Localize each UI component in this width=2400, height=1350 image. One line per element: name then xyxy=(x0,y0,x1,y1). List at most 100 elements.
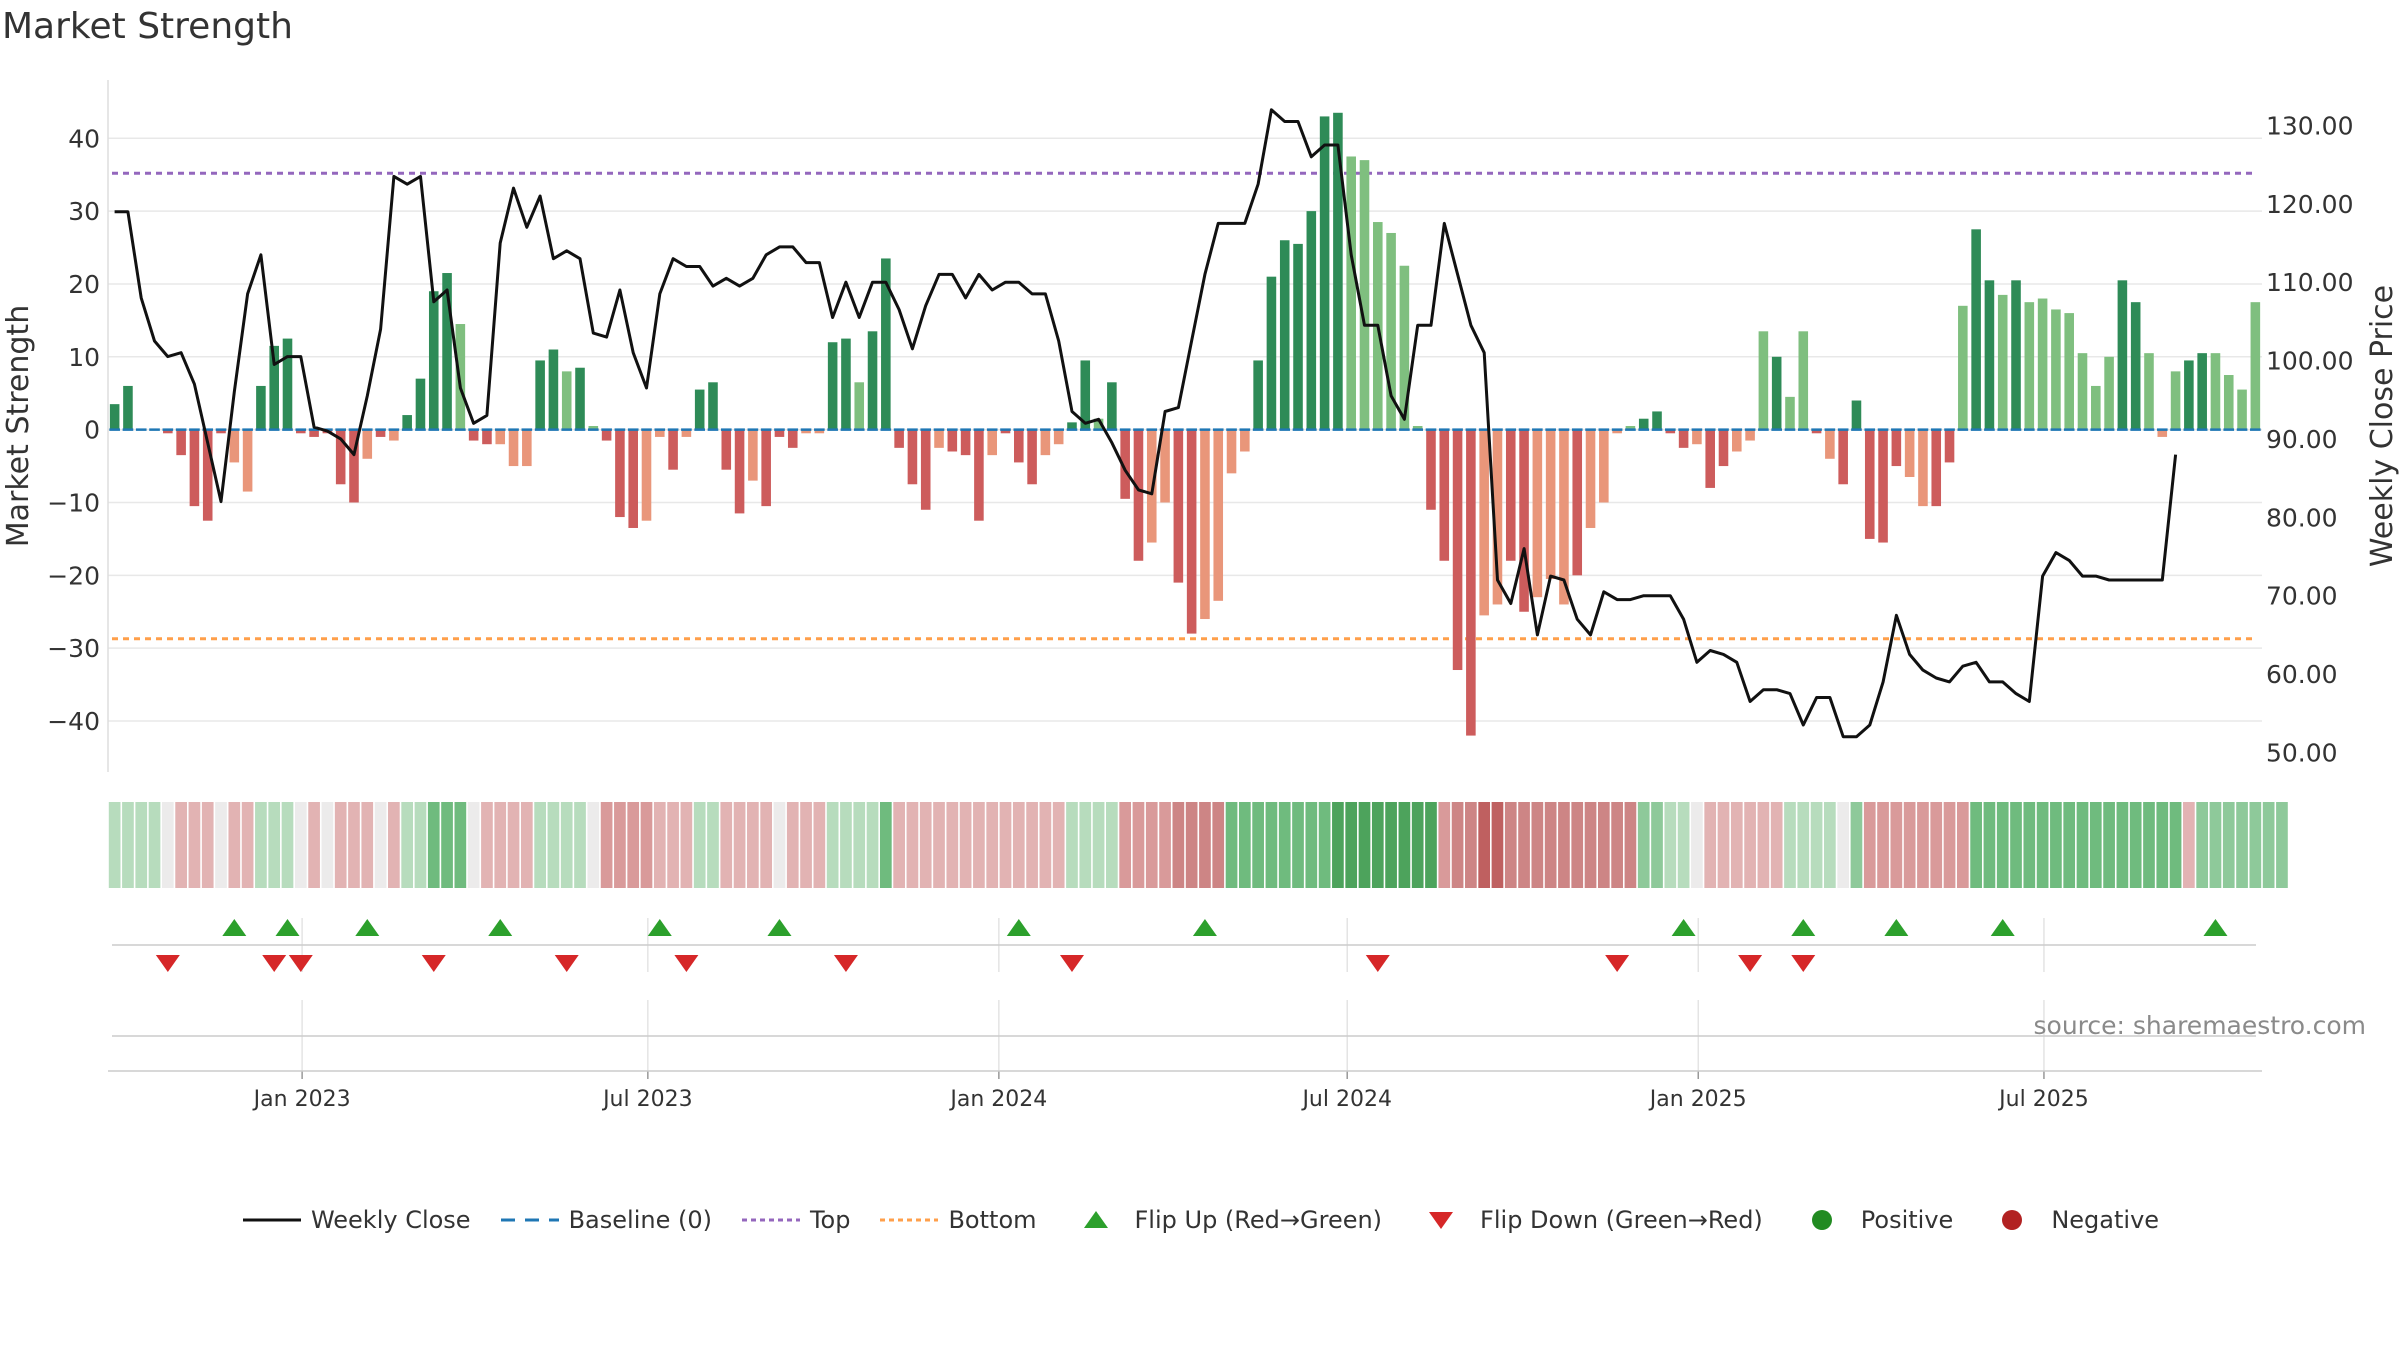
positive-bar xyxy=(1093,418,1104,430)
rating-cell-negative xyxy=(959,802,972,888)
flip-down-marker xyxy=(1738,955,1763,972)
rating-cell-positive xyxy=(2116,802,2129,888)
negative-bar xyxy=(1479,429,1489,616)
negative-bar xyxy=(1505,429,1516,561)
legend-item-top: Top xyxy=(740,1205,850,1235)
positive-bar xyxy=(694,389,705,430)
rating-cell-positive xyxy=(2262,802,2275,888)
positive-bar xyxy=(1958,305,1968,430)
positive-bar xyxy=(2210,353,2221,430)
rating-cell-positive xyxy=(2023,802,2036,888)
rating-cell-negative xyxy=(1504,802,1517,888)
y2-tick-label: 70.00 xyxy=(2266,582,2338,611)
legend-symbol-negative xyxy=(2002,1210,2023,1230)
negative-bar xyxy=(163,429,173,434)
negative-bar xyxy=(907,429,918,485)
negative-bar xyxy=(1173,429,1184,583)
negative-bar xyxy=(787,429,798,448)
positive-bar xyxy=(428,291,439,430)
negative-bar xyxy=(335,429,346,485)
weekly-close-line xyxy=(114,108,2178,739)
y-tick-label: 30 xyxy=(68,197,100,226)
rating-cell-positive xyxy=(2010,802,2022,888)
negative-bar xyxy=(508,429,519,467)
rating-cell-negative xyxy=(334,802,347,888)
rating-cell-negative xyxy=(919,802,932,888)
rating-cell-neutral xyxy=(294,802,307,888)
rating-cell-negative xyxy=(653,802,666,888)
negative-bar xyxy=(1944,429,1955,463)
negative-bar xyxy=(1891,429,1902,467)
rating-cell-negative xyxy=(1491,802,1504,888)
positive-bar xyxy=(2064,313,2074,430)
positive-bar xyxy=(2130,302,2141,430)
legend-label: Bottom xyxy=(948,1206,1037,1234)
negative-bar xyxy=(1718,429,1729,467)
positive-bar xyxy=(1399,265,1410,430)
negative-bar xyxy=(1864,429,1875,539)
legend-label: Baseline (0) xyxy=(568,1206,712,1234)
rating-cell-positive xyxy=(2036,802,2049,888)
negative-bar xyxy=(1545,429,1556,579)
rating-cell-positive xyxy=(560,802,573,888)
rating-cell-negative xyxy=(507,802,520,888)
rating-cell-positive xyxy=(1252,802,1264,888)
y-tick-label: 10 xyxy=(68,343,100,372)
positive-bar xyxy=(1997,294,2008,430)
flip-down-marker xyxy=(421,955,446,972)
rating-cell-negative xyxy=(1039,802,1052,888)
rating-cell-negative xyxy=(1744,802,1756,888)
positive-bar xyxy=(1346,156,1356,430)
rating-cell-negative xyxy=(747,802,759,888)
rating-cell-negative xyxy=(640,802,653,888)
rating-cell-neutral xyxy=(467,802,480,888)
positive-bar xyxy=(1851,400,1862,430)
y2-tick-label: 120.00 xyxy=(2266,190,2353,219)
rating-cell-positive xyxy=(1358,802,1371,888)
rating-cell-neutral xyxy=(161,802,174,888)
rating-cell-negative xyxy=(973,802,985,888)
positive-bar xyxy=(442,273,452,430)
rating-cell-positive xyxy=(1983,802,1996,888)
rating-cell-positive xyxy=(268,802,281,888)
rating-cell-positive xyxy=(414,802,427,888)
flip-down-marker xyxy=(262,955,287,972)
rating-cell-negative xyxy=(1704,802,1717,888)
rating-cell-neutral xyxy=(321,802,334,888)
negative-bar xyxy=(615,429,625,518)
negative-bar xyxy=(920,429,931,510)
rating-cell-negative xyxy=(946,802,959,888)
negative-bar xyxy=(734,429,745,514)
flip-down-marker xyxy=(1059,955,1084,972)
rating-cell-negative xyxy=(1199,802,1211,888)
negative-bar xyxy=(761,429,771,507)
flip-markers xyxy=(155,919,2228,972)
negative-bar xyxy=(1678,429,1689,448)
flip-up-marker xyxy=(2203,919,2228,936)
positive-bar xyxy=(2184,360,2194,430)
rating-cell-negative xyxy=(175,802,187,888)
positive-bar xyxy=(256,385,266,430)
rating-cell-negative xyxy=(760,802,773,888)
rating-cell-negative xyxy=(388,802,400,888)
flip-up-marker xyxy=(1006,919,1031,936)
positive-bar xyxy=(415,378,426,430)
rating-cell-negative xyxy=(1012,802,1025,888)
axes: −40 −30 −20 −10 0 10 20 30 40 50.00 60.00 70.00 80.0… xyxy=(47,80,2353,1112)
negative-bar xyxy=(1133,429,1144,561)
flip-down-marker xyxy=(833,955,858,972)
rating-cell-negative xyxy=(228,802,241,888)
flip-up-marker xyxy=(1884,919,1909,936)
y-tick-label: −10 xyxy=(47,488,100,517)
negative-bar xyxy=(389,429,399,441)
rating-cell-positive xyxy=(454,802,467,888)
positive-bar xyxy=(1798,331,1809,430)
positive-bar xyxy=(1080,360,1091,430)
legend-label: Negative xyxy=(2051,1206,2160,1234)
y2-tick-label: 130.00 xyxy=(2266,111,2353,140)
y2-tick-label: 50.00 xyxy=(2266,738,2338,767)
rating-cell-negative xyxy=(1770,802,1783,888)
positive-bar xyxy=(548,349,559,430)
rating-cell-positive xyxy=(574,802,586,888)
rating-cell-negative xyxy=(308,802,320,888)
